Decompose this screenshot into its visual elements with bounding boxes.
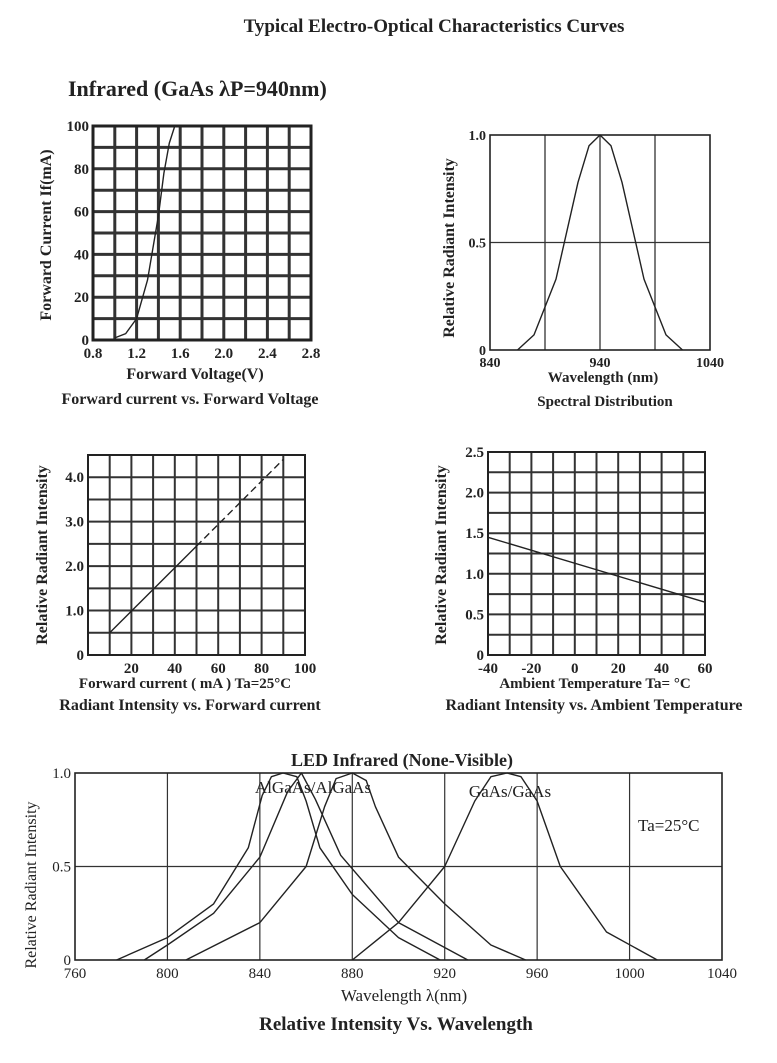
x-tick-label: 2.8: [302, 346, 321, 362]
chart-5: 760 800 840 880 920 960 1000 1040 0 0.5 1.0: [52, 766, 737, 982]
chart5-title: Relative Intensity Vs. Wavelength: [259, 1014, 533, 1035]
chart1-ylabel: Forward Current If(mA): [38, 149, 55, 321]
series-line: [185, 772, 526, 961]
series-line: [116, 772, 441, 961]
y-tick-label: 0.5: [465, 607, 484, 623]
chart-2: 840 940 1040 0 0.5 1.0: [469, 129, 725, 371]
y-tick-label: 1.0: [65, 604, 84, 620]
plot-frame: [91, 124, 313, 342]
x-tick-label: 40: [167, 661, 182, 677]
y-tick-label: 4.0: [65, 470, 84, 486]
x-tick-label: 60: [211, 661, 226, 677]
series-line: [517, 134, 683, 351]
chart5-xlabel: Wavelength λ(nm): [340, 986, 468, 1005]
plot-frame: [487, 451, 706, 656]
chart1-xlabel: Forward Voltage(V): [126, 366, 264, 383]
y-tick-label: 3.0: [65, 515, 84, 531]
y-tick-label: 1.0: [469, 129, 487, 144]
chart4-ylabel: Relative Radiant Intensity: [433, 465, 450, 645]
y-tick-label: 0: [82, 333, 90, 349]
chart-3: 20 40 60 80 100 0 1.0 2.0 3.0 4.0: [65, 454, 317, 677]
plot-frame: [87, 454, 306, 656]
series-line: [351, 772, 658, 961]
chart5-ylabel: Relative Radiant Intensity: [23, 801, 40, 969]
series-line: [109, 545, 197, 634]
annotation-algaas: AlGaAs/AlGaAs: [254, 778, 372, 797]
y-tick-label: 80: [74, 162, 89, 178]
y-tick-label: 2.0: [65, 559, 84, 575]
page-title: Typical Electro-Optical Characteristics …: [243, 16, 625, 37]
y-tick-label: 0: [64, 953, 72, 969]
chart3-xlabel: Forward current ( mA ) Ta=25°C: [78, 676, 292, 692]
x-tick-label: 800: [156, 966, 179, 982]
chart4-xlabel: Ambient Temperature Ta= °C: [499, 676, 691, 692]
y-tick-label: 1.0: [465, 567, 484, 583]
x-tick-label: 920: [433, 966, 456, 982]
x-tick-label: 0.8: [84, 346, 103, 362]
x-tick-label: 960: [526, 966, 549, 982]
y-tick-label: 40: [74, 247, 89, 263]
annotation-gaas: GaAs/GaAs: [468, 782, 552, 801]
series-line: [143, 772, 469, 961]
x-tick-label: 100: [294, 661, 317, 677]
x-tick-label: 940: [590, 356, 611, 371]
x-tick-label: 60: [698, 661, 713, 677]
y-tick-label: 0.5: [52, 860, 71, 876]
x-tick-label: 1040: [696, 356, 724, 371]
x-tick-label: 0: [571, 661, 579, 677]
x-tick-label: 20: [611, 661, 626, 677]
y-tick-label: 0: [477, 648, 485, 664]
y-tick-label: 100: [67, 119, 90, 135]
x-tick-label: -20: [521, 661, 541, 677]
x-tick-label: 880: [341, 966, 364, 982]
x-tick-label: 1.2: [127, 346, 146, 362]
chart2-title: Spectral Distribution: [537, 394, 673, 410]
chart5-suptitle: LED Infrared (None-Visible): [291, 750, 513, 770]
chart2-ylabel: Relative Radiant Intensity: [441, 158, 458, 338]
chart1-title: Forward current vs. Forward Voltage: [61, 391, 319, 408]
x-tick-label: 2.0: [214, 346, 233, 362]
chart4-title: Radiant Intensity vs. Ambient Temperatur…: [445, 697, 743, 714]
y-tick-label: 1.0: [52, 766, 71, 782]
y-tick-label: 0: [479, 344, 486, 359]
chart3-title: Radiant Intensity vs. Forward current: [59, 697, 321, 714]
x-tick-label: 2.4: [258, 346, 277, 362]
chart-4: -40 -20 0 20 40 60 0 0.5 1.0 1.5 2.0 2.5: [465, 445, 712, 677]
x-tick-label: 20: [124, 661, 139, 677]
series-line: [114, 125, 176, 339]
y-tick-label: 2.5: [465, 445, 484, 461]
y-tick-label: 0.5: [469, 237, 487, 252]
y-tick-label: 0: [77, 648, 85, 664]
x-tick-label: 840: [480, 356, 501, 371]
x-tick-label: 1.6: [171, 346, 190, 362]
series-line: [196, 458, 284, 547]
x-tick-label: 760: [64, 966, 87, 982]
x-tick-label: 1000: [615, 966, 645, 982]
x-tick-label: 1040: [707, 966, 737, 982]
y-tick-label: 1.5: [465, 526, 484, 542]
annotation-temperature: Ta=25°C: [638, 816, 700, 835]
y-tick-label: 60: [74, 205, 89, 221]
section-title: Infrared (GaAs λP=940nm): [68, 76, 327, 101]
x-tick-label: -40: [478, 661, 498, 677]
chart2-xlabel: Wavelength (nm): [547, 370, 659, 386]
x-tick-label: 840: [249, 966, 272, 982]
x-tick-label: 80: [254, 661, 269, 677]
plot-frame: [74, 772, 723, 961]
y-tick-label: 20: [74, 290, 89, 306]
y-tick-label: 2.0: [465, 486, 484, 502]
chart-1: 0.8 1.2 1.6 2.0 2.4 2.8 0 20 40 60 80 100: [67, 119, 321, 362]
series-line: [487, 536, 706, 603]
x-tick-label: 40: [654, 661, 669, 677]
chart3-ylabel: Relative Radiant Intensity: [34, 465, 51, 645]
